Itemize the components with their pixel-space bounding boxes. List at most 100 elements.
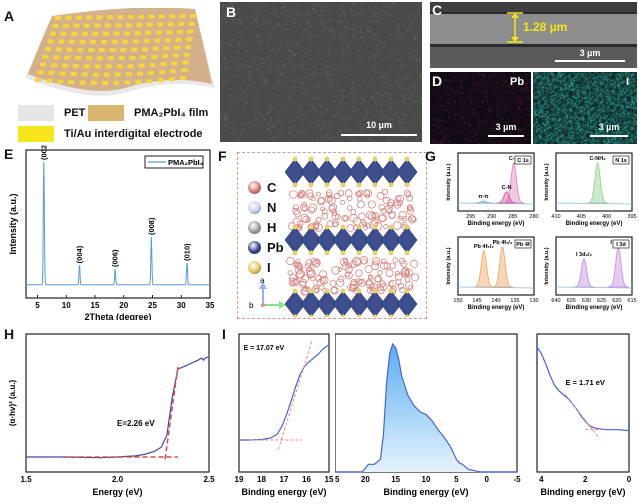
organic-ring <box>297 190 306 199</box>
electrode-pad <box>68 80 75 85</box>
organic-ring <box>298 191 305 198</box>
organic-ring <box>382 196 391 205</box>
electrode-pad <box>127 14 134 19</box>
peak-label: C-N <box>502 185 512 191</box>
organic-ring <box>361 258 368 265</box>
iodine-atom <box>324 314 330 317</box>
panel-label-i: I <box>222 326 226 342</box>
iodine-atom <box>292 250 298 256</box>
crystal-structure <box>285 156 420 317</box>
organic-ring <box>377 269 383 276</box>
electrode-pad <box>66 47 73 52</box>
pbi6-octahedron <box>396 158 418 186</box>
organic-ring <box>411 273 420 282</box>
electrode-pad <box>83 23 90 28</box>
iodine-atom <box>292 288 298 294</box>
organic-ring <box>344 189 353 197</box>
organic-ring <box>389 262 396 269</box>
x-tick-label: 0 <box>484 475 489 484</box>
atom-sphere-icon <box>248 201 261 214</box>
pbi6-octahedron <box>300 290 322 317</box>
iodine-atom <box>404 314 410 317</box>
legend-electrode-label: Ti/Au interdigital electrode <box>64 128 203 140</box>
fermi-annotation: E = 1.71 eV <box>565 378 604 387</box>
organic-ring <box>293 262 299 268</box>
electrode-pad <box>51 63 57 68</box>
electrode-pad <box>187 29 194 34</box>
organic-ring <box>365 279 373 286</box>
electrode-pad <box>63 23 69 28</box>
x-tick-label: 15 <box>91 301 100 310</box>
legend-pet-label: PET <box>64 107 86 119</box>
iodine-atom <box>404 182 410 188</box>
iodine-atom <box>388 224 394 230</box>
organic-ring <box>292 207 300 216</box>
xps-c1s-chart: C-H C-N π-π 295 290 285 280 Binding energy (eV)… <box>446 152 539 227</box>
electrode-pad <box>61 63 68 68</box>
x-tick-label: 140 <box>491 298 500 304</box>
electrode-pad <box>158 14 165 19</box>
electrode-pad <box>103 72 110 77</box>
plot-frame <box>457 236 535 296</box>
organic-ring <box>396 199 403 207</box>
xps-peak <box>491 246 514 288</box>
organic-ring <box>295 262 302 270</box>
slope-fit <box>565 394 599 438</box>
organic-ring <box>406 207 414 215</box>
organic-ring <box>361 219 367 226</box>
iodine-atom <box>404 250 410 256</box>
electrode-pad <box>124 31 130 36</box>
atom-legend: C N H Pb I <box>248 180 284 280</box>
baseline <box>457 286 535 289</box>
organic-ring <box>384 204 393 213</box>
electrode-array <box>35 14 196 85</box>
iodine-atom <box>324 156 330 162</box>
electrode-pad <box>148 14 155 19</box>
electrode-pad <box>190 14 196 18</box>
organic-ring <box>346 224 355 232</box>
organic-ring <box>397 215 403 221</box>
iodine-atom <box>388 288 394 294</box>
electrode-pad <box>172 53 179 58</box>
organic-ring <box>301 205 308 212</box>
electrode-pad <box>138 14 145 19</box>
electrode-pad <box>140 55 147 60</box>
xps-peak <box>472 200 494 204</box>
organic-ring <box>400 260 408 268</box>
electrode-pad <box>109 48 116 53</box>
electrode-pad <box>175 37 182 42</box>
atom-legend-item: C <box>248 180 284 195</box>
x-tick-label: 400 <box>602 214 611 220</box>
organic-ring <box>293 210 301 218</box>
pbi6-octahedron <box>348 290 370 317</box>
organic-ring <box>335 278 345 287</box>
electrode-pad <box>105 64 112 69</box>
iodine-atom <box>340 314 346 317</box>
iodine-atom <box>340 288 346 294</box>
electrode-pad <box>81 31 88 36</box>
organic-ring <box>344 271 351 277</box>
thickness-label: 1.28 µm <box>523 20 568 34</box>
x-tick-label: 2 <box>583 475 588 484</box>
x-tick-label: 10 <box>62 301 71 310</box>
x-tick-label: 18 <box>257 475 266 484</box>
electrode-pad <box>42 54 49 59</box>
electrode-pad <box>155 30 162 35</box>
iodine-atom <box>292 156 298 162</box>
axis-b-label: b <box>249 301 254 310</box>
organic-ring <box>302 215 310 224</box>
electrode-pad <box>145 30 152 35</box>
organic-ring <box>291 278 299 287</box>
scale-bar-d-pb-label: 3 µm <box>495 122 517 132</box>
organic-ring <box>401 271 408 278</box>
iodine-atom <box>356 314 362 317</box>
x-tick-label: 395 <box>627 214 636 220</box>
y-axis-label: Intensity (a.u.) <box>8 193 18 254</box>
x-tick-label: 620 <box>612 298 621 304</box>
plot-frame <box>25 333 210 473</box>
iodine-atom <box>308 182 314 188</box>
organic-ring <box>346 195 353 202</box>
sem-image-surface <box>220 2 422 142</box>
organic-ring <box>373 259 379 266</box>
scale-bar-d-pb <box>488 135 524 137</box>
